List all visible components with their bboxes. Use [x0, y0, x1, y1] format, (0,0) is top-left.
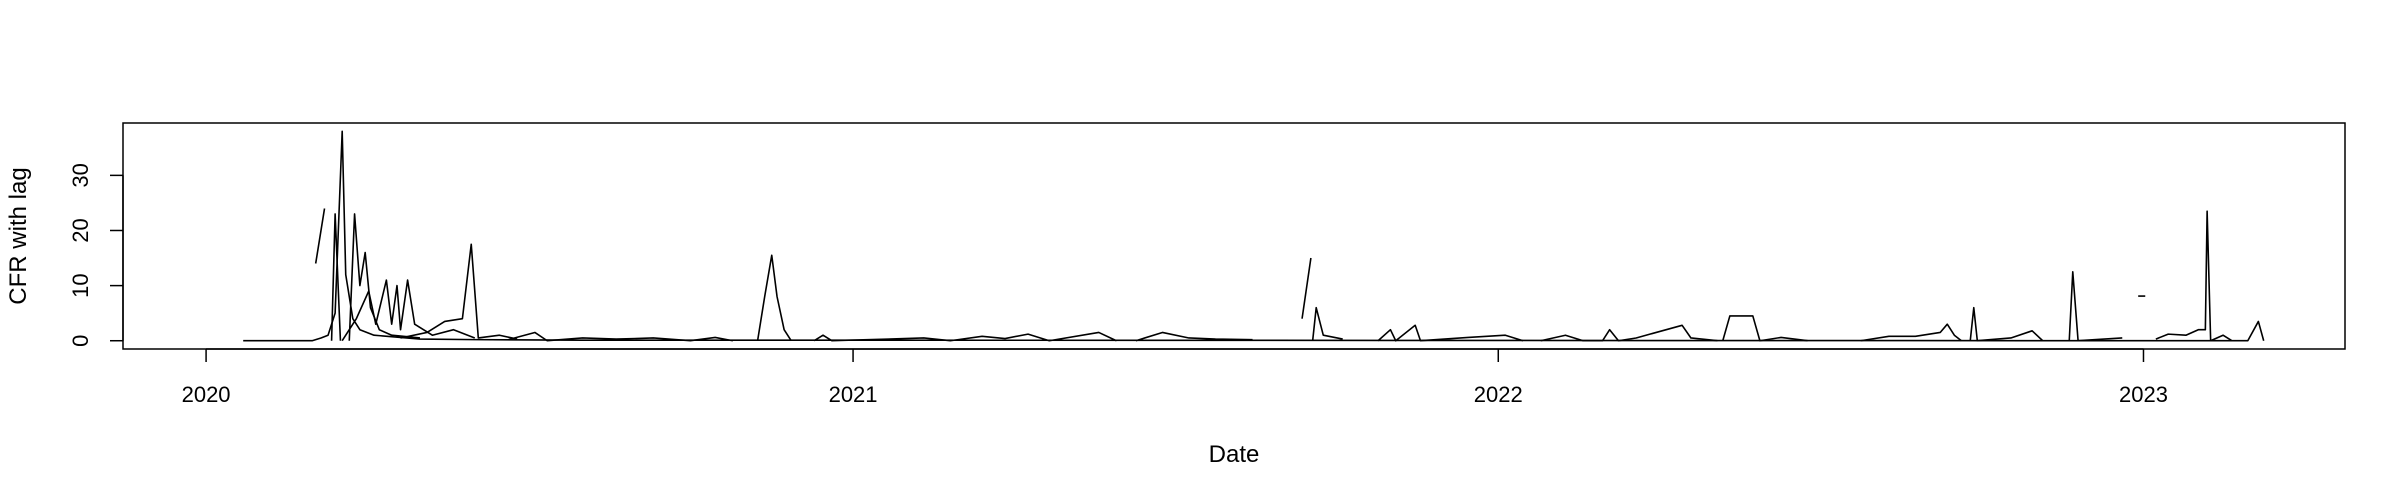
- series-line-14: [1540, 324, 1718, 342]
- series-line-8: [756, 254, 792, 342]
- series-line-17: [1969, 306, 2044, 342]
- series-line-11: [1301, 257, 1312, 319]
- series-line-12: [1311, 306, 1343, 341]
- series-line-4: [348, 213, 421, 341]
- x-axis-title: Date: [1209, 441, 1260, 468]
- y-tick-label: 10: [68, 273, 93, 297]
- series-line-6: [400, 243, 518, 340]
- series-line-18: [2068, 271, 2123, 342]
- series-line-3: [330, 213, 342, 341]
- series-line-20: [2155, 210, 2265, 342]
- series-line-10: [1135, 331, 1253, 342]
- y-axis: 0 10 20 30: [68, 163, 124, 347]
- plot-frame: [122, 122, 2346, 350]
- series-line-13: [1377, 324, 1524, 342]
- x-axis: 2020 2021 2022 2023: [182, 348, 2168, 407]
- series-layer: [243, 130, 2265, 342]
- series-line-9: [813, 331, 1117, 342]
- y-tick-label: 20: [68, 218, 93, 242]
- series-line-7: [508, 331, 734, 342]
- series-line-15: [1722, 315, 1808, 342]
- y-axis-title: CFR with lag: [5, 167, 32, 304]
- x-tick-label: 2023: [2119, 382, 2168, 407]
- series-line-16: [1860, 323, 1962, 342]
- series-line-5: [341, 279, 476, 342]
- series-line-2: [314, 208, 326, 264]
- y-tick-label: 30: [68, 163, 93, 187]
- series-line-1: [243, 130, 2232, 342]
- y-tick-label: 0: [68, 335, 93, 347]
- x-tick-label: 2022: [1474, 382, 1523, 407]
- x-tick-label: 2020: [182, 382, 231, 407]
- x-tick-label: 2021: [829, 382, 878, 407]
